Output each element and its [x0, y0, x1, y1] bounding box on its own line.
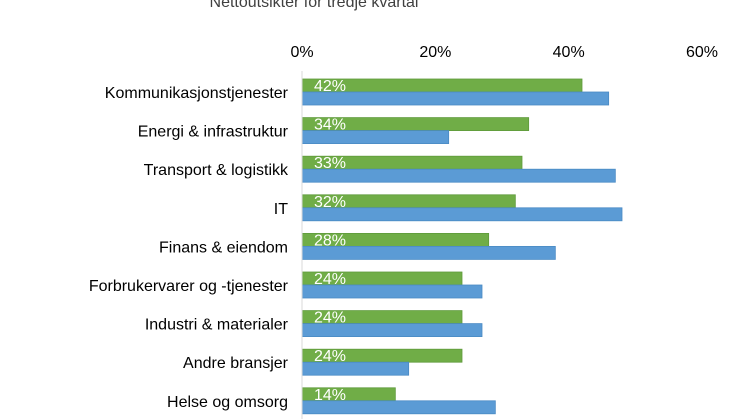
bars	[301, 78, 623, 415]
category-label: Transport & logistikk	[144, 162, 289, 179]
category-label: Forbrukervarer og -tjenester	[89, 278, 289, 295]
data-label: 42%	[314, 78, 346, 95]
data-labels: 42% 34% 33% 32% 28% 24% 24% 24% 14%	[314, 78, 346, 404]
data-label: 28%	[314, 232, 346, 249]
category-label: Finans & eiendom	[159, 239, 288, 256]
data-label: 24%	[314, 271, 346, 288]
bar-blue	[301, 168, 616, 183]
category-label: Industri & materialer	[145, 317, 289, 334]
x-tick-label: 20%	[419, 44, 451, 61]
x-tick-label: 40%	[553, 44, 585, 61]
x-tick-label: 0%	[290, 44, 313, 61]
category-labels: Kommunikasjonstjenester Energi & infrastr…	[89, 85, 289, 411]
x-axis-ticks: 0% 20% 40% 60%	[290, 44, 718, 61]
category-label: IT	[274, 201, 288, 218]
category-label: Energi & infrastruktur	[138, 124, 289, 141]
data-label: 34%	[314, 117, 346, 134]
x-tick-label: 60%	[686, 44, 718, 61]
data-label: 33%	[314, 155, 346, 172]
bar-blue	[301, 207, 623, 222]
data-label: 32%	[314, 194, 346, 211]
data-label: 24%	[314, 348, 346, 365]
category-label: Kommunikasjonstjenester	[105, 85, 289, 102]
category-label: Helse og omsorg	[167, 394, 288, 411]
data-label: 24%	[314, 310, 346, 327]
bar-blue	[301, 91, 610, 106]
chart-title: Nettoutsikter for tredje kvartal	[210, 0, 419, 11]
category-label: Andre bransjer	[183, 355, 289, 372]
data-label: 14%	[314, 387, 346, 404]
